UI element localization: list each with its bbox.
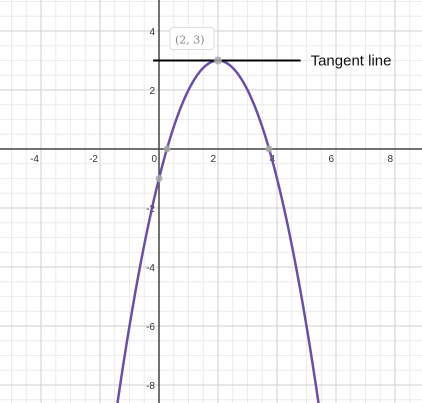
y-tick-label: -4 (146, 263, 155, 274)
label-layer: (2, 3) Tangent line (169, 27, 392, 70)
vertex-label: (2, 3) (175, 34, 205, 47)
x-tick-label: -2 (89, 154, 98, 165)
x-tick-label: 6 (328, 154, 334, 165)
intercept-point (163, 145, 171, 153)
y-tick-label: 4 (149, 27, 155, 38)
y-tick-label: 2 (149, 86, 155, 97)
tangent-line-label: Tangent line (311, 53, 392, 70)
vertex-label-box (169, 27, 215, 50)
intercept-point (155, 175, 163, 182)
x-tick-label: 2 (210, 154, 216, 165)
vertex-point (214, 56, 222, 65)
y-tick-label: -6 (146, 322, 155, 333)
points-layer (155, 56, 273, 182)
intercept-point (265, 145, 273, 153)
x-tick-label: 0 (151, 154, 157, 165)
x-tick-label: 8 (387, 154, 393, 165)
x-tick-label: -4 (30, 154, 39, 165)
y-tick-label: -8 (146, 381, 155, 392)
